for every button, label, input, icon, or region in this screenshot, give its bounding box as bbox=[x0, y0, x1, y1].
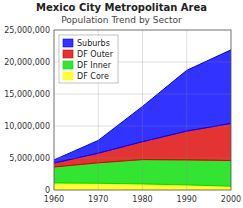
legend-label: DF Outer bbox=[77, 50, 114, 59]
y-tick-label: 10,000,000 bbox=[4, 122, 50, 131]
grid-line bbox=[142, 30, 143, 190]
chart: Mexico City Metropolitan Area Population … bbox=[0, 0, 243, 208]
title: Mexico City Metropolitan Area bbox=[36, 2, 207, 13]
x-tick-label: 1970 bbox=[88, 195, 108, 204]
y-tick-label: 0 bbox=[45, 186, 50, 195]
subtitle: Population Trend by Sector bbox=[61, 15, 182, 25]
y-tick-label: 20,000,000 bbox=[4, 58, 50, 67]
x-tick-label: 1990 bbox=[177, 195, 197, 204]
legend-label: DF Core bbox=[77, 72, 109, 81]
legend: Suburbs DF Outer DF Inner DF Core bbox=[59, 35, 118, 83]
plot-frame bbox=[54, 30, 231, 190]
grid bbox=[54, 30, 231, 190]
legend-swatch bbox=[63, 61, 73, 69]
legend-box bbox=[59, 35, 118, 83]
x-tick-label: 1980 bbox=[132, 195, 152, 204]
y-tick-label: 15,000,000 bbox=[4, 90, 50, 99]
y-tick-label: 5,000,000 bbox=[9, 154, 50, 163]
legend-swatch bbox=[63, 50, 73, 58]
legend-swatch bbox=[63, 72, 73, 80]
legend-label: Suburbs bbox=[77, 39, 110, 48]
legend-label: DF Inner bbox=[77, 61, 112, 70]
x-tick-label: 2000 bbox=[221, 195, 241, 204]
x-tick-label: 1960 bbox=[44, 195, 64, 204]
grid-line bbox=[186, 30, 187, 190]
legend-swatch bbox=[63, 39, 73, 47]
y-tick-label: 25,000,000 bbox=[4, 26, 50, 35]
